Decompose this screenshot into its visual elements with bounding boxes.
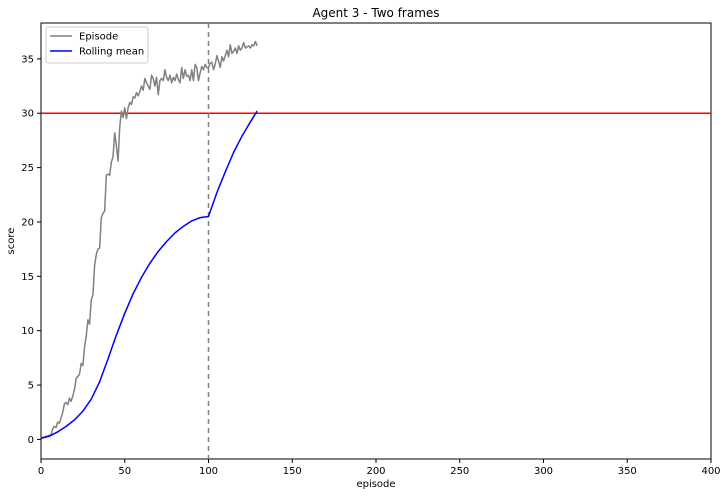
y-tick-label: 20 — [21, 217, 34, 228]
x-tick-label: 0 — [38, 466, 44, 477]
y-tick-label: 25 — [21, 163, 34, 174]
series-lines — [40, 40, 258, 440]
y-tick-label: 10 — [21, 326, 34, 337]
x-tick-label: 400 — [701, 466, 720, 477]
x-tick-label: 350 — [618, 466, 637, 477]
reference-lines — [41, 23, 711, 459]
x-tick-label: 150 — [283, 466, 302, 477]
x-tick-label: 250 — [450, 466, 469, 477]
legend-label-episode: Episode — [79, 32, 118, 43]
x-tick-label: 50 — [118, 466, 131, 477]
y-tick-label: 5 — [28, 381, 34, 392]
y-tick-label: 35 — [21, 54, 34, 65]
legend-label-rolling-mean: Rolling mean — [79, 47, 144, 58]
x-tick-label: 300 — [534, 466, 553, 477]
y-tick-label: 0 — [28, 435, 34, 446]
x-tick-label: 200 — [366, 466, 385, 477]
y-axis: 0 5 10 15 20 25 30 35 — [21, 54, 41, 446]
x-axis-label: episode — [356, 479, 395, 490]
y-axis-label: score — [6, 228, 17, 255]
x-tick-label: 100 — [199, 466, 218, 477]
legend: Episode Rolling mean — [45, 26, 149, 64]
chart-title: Agent 3 - Two frames — [312, 6, 439, 20]
rolling-mean-line — [40, 110, 258, 440]
y-tick-label: 30 — [21, 109, 34, 120]
y-tick-label: 15 — [21, 272, 34, 283]
x-axis: 0 50 100 150 200 250 300 350 400 — [38, 459, 721, 477]
episode-score-line — [40, 40, 258, 439]
